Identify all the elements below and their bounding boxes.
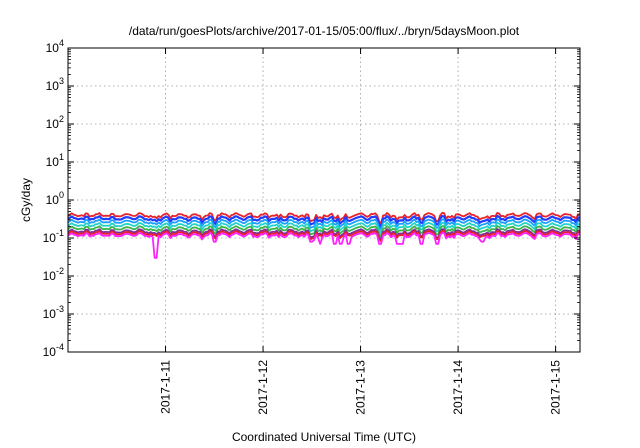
y-tick-label: 100	[46, 190, 64, 207]
y-tick-label: 103	[46, 76, 64, 93]
y-tick-label: 10-1	[43, 228, 64, 245]
series-line	[67, 225, 581, 238]
x-tick-label: 2017-1-14	[451, 360, 465, 415]
x-tick-labels: 2017-1-11 2017-1-12 2017-1-13 2017-1-14 2017…	[159, 360, 563, 415]
series-line	[67, 221, 581, 235]
x-axis-title: Coordinated Universal Time (UTC)	[232, 430, 416, 444]
x-tick-label: 2017-1-13	[354, 360, 368, 415]
series-line	[67, 229, 581, 243]
series-line	[67, 211, 581, 225]
x-tick-label: 2017-1-15	[549, 360, 563, 415]
y-tick-label: 101	[46, 152, 64, 169]
axis-ticks	[68, 47, 580, 353]
y-tick-labels: 104 103 102 101 100 10-1 10-2 10-3 10-4	[43, 38, 64, 359]
series-line	[67, 218, 581, 231]
y-tick-label: 10-2	[43, 266, 64, 283]
chart-title: /data/run/goesPlots/archive/2017-01-15/0…	[129, 24, 520, 38]
y-tick-label: 104	[46, 38, 64, 55]
grid-lines	[68, 48, 580, 352]
series-line	[67, 228, 581, 241]
y-tick-label: 10-3	[43, 304, 64, 321]
x-tick-label: 2017-1-11	[159, 360, 173, 414]
series-lines	[67, 211, 581, 259]
y-tick-label: 102	[46, 114, 64, 131]
series-line	[67, 231, 581, 259]
y-axis-title: cGy/day	[19, 178, 33, 222]
y-tick-label: 10-4	[43, 342, 64, 359]
series-line	[67, 214, 581, 228]
x-tick-label: 2017-1-12	[256, 360, 270, 415]
